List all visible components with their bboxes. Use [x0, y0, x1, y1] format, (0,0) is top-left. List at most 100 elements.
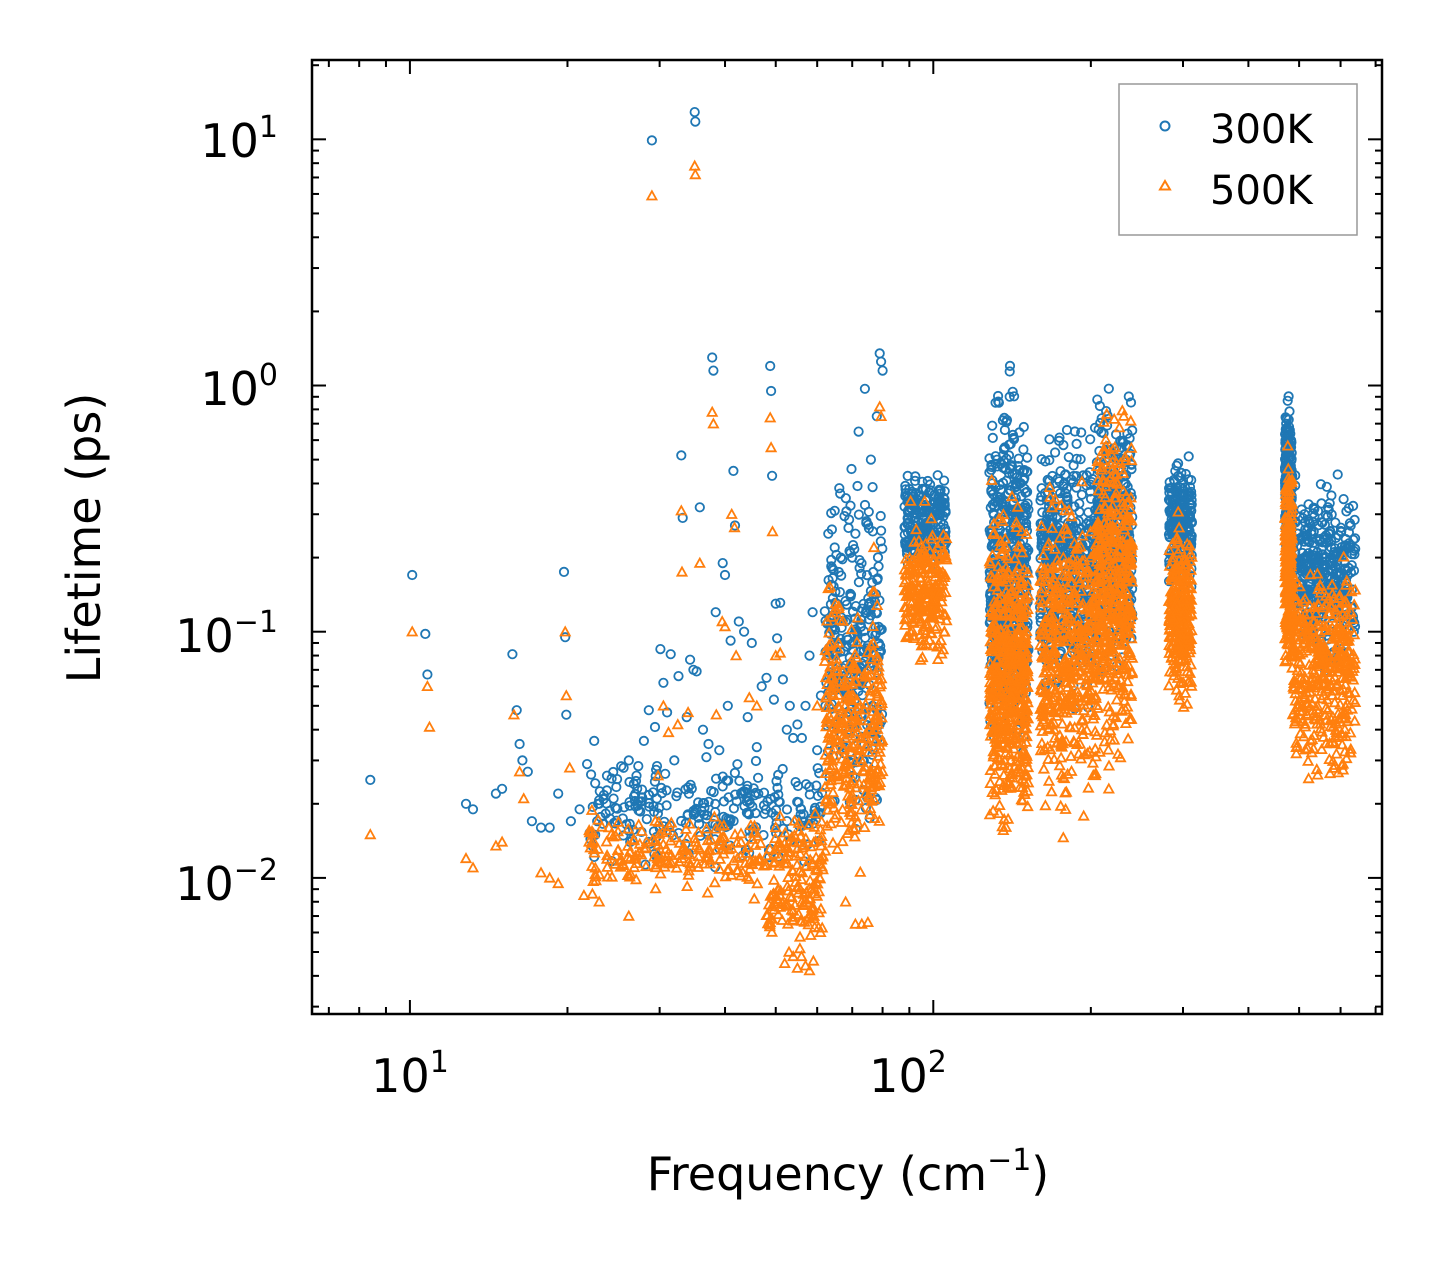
data-point-300k: [772, 782, 783, 794]
data-point-300k: [834, 586, 846, 598]
data-point-300k: [708, 786, 719, 798]
data-point-300k: [654, 802, 665, 813]
data-point-300k: [846, 463, 857, 475]
data-point-300k: [1008, 432, 1019, 444]
data-point-300k: [854, 562, 865, 574]
data-point-300k: [826, 554, 837, 566]
data-point-300k: [1020, 500, 1031, 511]
data-point-300k: [1047, 470, 1058, 482]
data-point-300k: [852, 480, 863, 492]
data-point-300k: [842, 634, 853, 646]
data-point-300k: [902, 512, 913, 524]
data-point-300k: [916, 526, 927, 538]
data-point-300k: [741, 796, 753, 807]
data-point-300k: [862, 519, 874, 530]
data-point-300k: [781, 804, 793, 815]
data-point-300k: [693, 797, 704, 808]
data-point-300k: [843, 522, 854, 534]
data-point-300k: [1076, 427, 1087, 438]
data-point-300k: [1068, 477, 1079, 488]
data-point-300k: [861, 517, 872, 529]
data-point-300k: [859, 499, 871, 511]
data-point-300k: [987, 420, 998, 431]
data-point-300k: [1004, 391, 1015, 402]
data-point-300k: [856, 558, 867, 569]
data-point-300k: [633, 805, 644, 816]
data-point-300k: [999, 424, 1011, 436]
data-point-300k: [590, 778, 601, 789]
data-point-300k: [1068, 460, 1079, 471]
data-point-300k: [993, 396, 1004, 407]
data-point-300k: [997, 498, 1008, 509]
data-point-300k: [834, 483, 845, 494]
data-point-300k: [828, 564, 839, 576]
data-point-300k: [735, 787, 747, 799]
data-point-300k: [836, 570, 847, 581]
data-point-300k: [938, 492, 949, 503]
data-point-300k: [928, 519, 939, 530]
data-point-300k: [855, 621, 866, 633]
data-point-300k: [845, 591, 856, 602]
data-point-300k: [680, 784, 691, 795]
data-point-300k: [612, 803, 623, 814]
data-point-300k: [629, 795, 641, 807]
data-point-300k: [1004, 366, 1015, 377]
data-point-300k: [594, 786, 605, 797]
data-point-300k: [875, 525, 887, 536]
data-point-300k: [1001, 414, 1013, 426]
data-point-300k: [656, 782, 667, 794]
data-point-300k: [1042, 508, 1053, 520]
data-point-300k: [840, 493, 851, 504]
data-point-300k: [729, 767, 741, 779]
data-point-300k: [710, 773, 722, 784]
data-point-300k: [812, 763, 823, 774]
data-point-300k: [624, 776, 635, 788]
data-point-300k: [835, 552, 846, 563]
data-point-300k: [647, 787, 659, 798]
data-point-300k: [909, 475, 921, 486]
data-point-300k: [1058, 541, 1069, 553]
data-point-300k: [826, 507, 837, 519]
data-point-300k: [660, 768, 671, 779]
data-point-300k: [986, 464, 997, 475]
data-point-300k: [752, 772, 764, 783]
data-point-300k: [773, 769, 784, 781]
data-point-300k: [717, 771, 728, 782]
data-point-300k: [690, 803, 702, 815]
data-point-300k: [1081, 591, 1092, 602]
data-point-300k: [795, 809, 806, 820]
data-point-300k: [585, 769, 597, 780]
data-point-300k: [750, 807, 761, 819]
data-point-300k: [1058, 478, 1069, 489]
data-point-300k: [1013, 453, 1024, 464]
data-point-300k: [804, 781, 815, 793]
data-point-300k: [703, 796, 714, 807]
data-point-300k: [710, 806, 721, 818]
data-point-300k: [1050, 447, 1061, 458]
data-point-300k: [770, 827, 782, 839]
data-point-300k: [1063, 451, 1074, 463]
data-point-300k: [731, 796, 742, 807]
data-point-300k: [867, 481, 878, 493]
data-point-300k: [875, 510, 886, 522]
data-point-300k: [920, 483, 931, 494]
data-point-300k: [1055, 466, 1066, 477]
data-point-300k: [998, 443, 1010, 454]
data-point-300k: [847, 606, 859, 617]
data-point-300k: [1085, 434, 1096, 445]
data-point-300k: [1083, 516, 1095, 527]
data-point-300k: [750, 755, 762, 767]
data-point-300k: [856, 614, 867, 626]
data-point-300k: [900, 484, 911, 495]
data-point-300k: [933, 509, 944, 521]
data-point-300k: [1005, 524, 1016, 535]
data-point-300k: [729, 789, 741, 800]
data-point-300k: [932, 470, 943, 481]
data-point-300k: [845, 500, 856, 511]
data-point-300k: [748, 783, 759, 794]
data-point-300k: [877, 543, 888, 554]
data-point-300k: [1001, 453, 1012, 464]
data-point-300k: [717, 781, 728, 792]
data-point-300k: [819, 606, 830, 617]
